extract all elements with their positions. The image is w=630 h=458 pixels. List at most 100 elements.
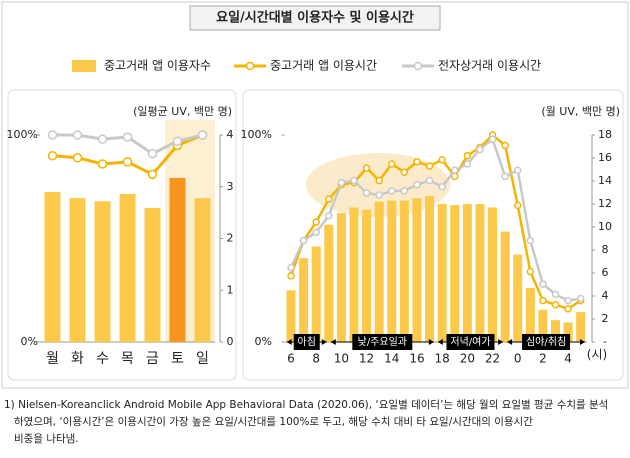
- bar: [513, 254, 523, 342]
- x-tick-label: 12: [359, 352, 374, 366]
- marker: [501, 172, 509, 181]
- marker: [287, 263, 295, 272]
- bar: [362, 209, 372, 342]
- y2-tick-label: 0: [227, 335, 234, 348]
- period-arrow: [286, 339, 327, 345]
- chart-title: 요일/시간대별 이용자수 및 이용시간: [216, 10, 414, 26]
- y2-tick-label: 10: [598, 220, 612, 233]
- panel: [242, 89, 624, 381]
- marker: [312, 228, 320, 237]
- panel: [7, 89, 237, 381]
- marker: [400, 187, 409, 195]
- marker: [147, 148, 158, 159]
- legend-label: 전자상거래 이용시간: [438, 59, 541, 73]
- x-tick-label: 금: [146, 351, 159, 367]
- marker: [325, 195, 333, 203]
- marker: [388, 160, 396, 168]
- bar: [551, 320, 561, 342]
- bar: [94, 201, 111, 342]
- marker: [72, 153, 83, 163]
- marker: [400, 168, 409, 177]
- y2-tick-label: 4: [602, 289, 609, 302]
- marker: [122, 132, 133, 142]
- x-tick-label: 10: [334, 352, 349, 366]
- x-tick-label: 4: [564, 352, 572, 366]
- period-box: [293, 334, 320, 350]
- marker: [287, 272, 295, 280]
- axis-unit: (월 UV, 백만 명): [541, 105, 620, 118]
- x-tick-label: 일: [196, 351, 209, 367]
- y2-tick-label: 2: [602, 312, 609, 325]
- marker: [147, 169, 158, 180]
- marker: [97, 159, 108, 169]
- y2-tick-label: 8: [602, 243, 609, 256]
- y-tick-label: 0%: [21, 335, 38, 348]
- marker: [388, 187, 396, 195]
- y-tick-label: 0%: [255, 335, 272, 348]
- marker: [450, 166, 459, 174]
- legend-label: 중고거래 앱 이용자수: [104, 59, 211, 73]
- bar: [387, 200, 397, 342]
- marker: [413, 180, 421, 189]
- marker: [375, 176, 383, 185]
- marker: [312, 218, 320, 226]
- marker: [539, 296, 547, 305]
- x-tick-label: 6: [287, 352, 295, 366]
- bar: [374, 201, 384, 342]
- bar: [349, 207, 359, 342]
- footnote: 비중을 나타냄.: [14, 433, 79, 445]
- marker: [413, 158, 421, 166]
- bar: [44, 191, 61, 342]
- legend-label: 중고거래 앱 이용시간: [270, 59, 377, 73]
- bar: [425, 195, 435, 342]
- bar: [144, 207, 161, 342]
- marker: [526, 267, 535, 276]
- y2-tick-label: -: [603, 335, 607, 348]
- bar: [475, 204, 485, 342]
- marker: [197, 130, 208, 140]
- marker: [438, 156, 446, 164]
- marker: [551, 300, 560, 309]
- bar: [169, 177, 186, 342]
- bar: [286, 290, 296, 342]
- bar: [538, 309, 548, 342]
- y2-tick-label: 18: [598, 128, 612, 141]
- x-tick-label: 8: [312, 352, 320, 366]
- marker: [97, 134, 108, 144]
- x-tick-label: 18: [435, 352, 450, 366]
- bar: [563, 322, 573, 342]
- bar: [437, 204, 447, 342]
- marker: [463, 151, 472, 160]
- y2-tick-label: 6: [602, 266, 609, 279]
- marker: [350, 176, 358, 185]
- footnote: 하였으며, ‘이용시간’은 이용시간이 가장 높은 요일/시간대를 100%로 …: [14, 415, 533, 428]
- y2-tick-label: 12: [598, 197, 612, 210]
- marker: [526, 236, 535, 245]
- marker: [299, 236, 308, 245]
- y2-tick-label: 2: [227, 232, 234, 245]
- x-tick-label: 토: [171, 351, 184, 367]
- marker: [362, 164, 371, 172]
- bar: [576, 312, 586, 342]
- bar: [311, 246, 321, 342]
- marker: [325, 211, 333, 220]
- marker: [438, 183, 446, 191]
- marker: [337, 178, 346, 187]
- bar: [119, 193, 136, 342]
- marker: [564, 305, 572, 313]
- x-tick-label: 0: [514, 352, 522, 366]
- marker: [47, 130, 58, 140]
- x-tick-label: 16: [409, 352, 424, 366]
- bar: [194, 198, 211, 342]
- x-axis-label: (시): [587, 348, 607, 362]
- marker: [576, 294, 585, 303]
- period-box: [522, 334, 571, 350]
- frame: [1, 1, 629, 389]
- marker: [72, 130, 83, 140]
- y2-tick-label: 14: [598, 174, 612, 187]
- period-label: 저녁/여가: [450, 336, 490, 348]
- y-tick-label: 100%: [7, 128, 38, 141]
- title-box: [189, 5, 441, 31]
- x-tick-label: 22: [485, 352, 500, 366]
